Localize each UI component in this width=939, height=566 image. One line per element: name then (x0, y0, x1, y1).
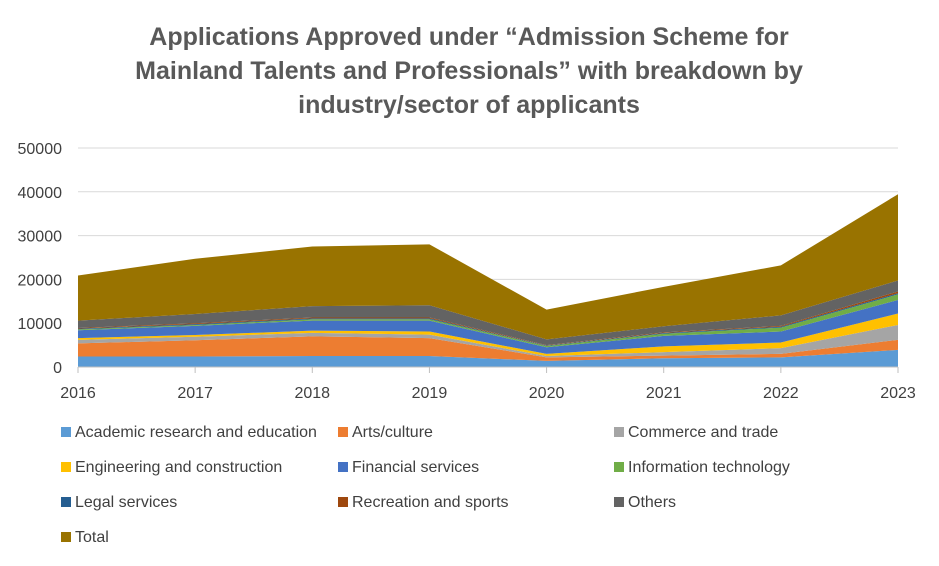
x-tick-label: 2019 (412, 385, 448, 402)
y-tick-label: 50000 (18, 141, 63, 158)
legend-label: Recreation and sports (352, 494, 509, 511)
x-tick-label: 2018 (294, 385, 330, 402)
legend-label: Legal services (75, 494, 177, 511)
legend-item-commerce-and-trade: Commerce and trade (614, 424, 778, 441)
legend-label: Academic research and education (75, 424, 317, 441)
x-tick-label: 2020 (529, 385, 565, 402)
x-tick-label: 2021 (646, 385, 682, 402)
chart-title-line-3: industry/sector of applicants (298, 91, 640, 119)
area-others (78, 280, 898, 346)
legend-item-academic-research-and-education: Academic research and education (61, 424, 317, 441)
y-tick-label: 10000 (18, 316, 63, 333)
legend-item-others: Others (614, 494, 676, 511)
area-engineering-and-construction (78, 313, 898, 357)
legend-swatch (338, 427, 348, 437)
legend-label: Commerce and trade (628, 424, 778, 441)
area-total (78, 194, 898, 340)
y-tick-label: 20000 (18, 272, 63, 289)
legend-swatch (614, 497, 624, 507)
legend-swatch (61, 427, 71, 437)
x-tick-label: 2023 (880, 385, 916, 402)
x-tick-label: 2016 (60, 385, 96, 402)
area-financial-services (78, 299, 898, 354)
legend-item-arts-culture: Arts/culture (338, 424, 433, 441)
area-arts-culture (78, 336, 898, 361)
area-information-technology (78, 294, 898, 348)
legend-item-total: Total (61, 529, 109, 546)
legend-swatch (61, 532, 71, 542)
axes: 0 10000 20000 30000 40000 50000 2016 2017 2018 20… (18, 141, 916, 402)
legend-label: Financial services (352, 459, 479, 476)
x-tick-label: 2022 (763, 385, 799, 402)
legend-label: Information technology (628, 459, 790, 476)
area-academic-research-and-education (78, 349, 898, 367)
legend-label: Others (628, 494, 676, 511)
legend-label: Engineering and construction (75, 459, 282, 476)
legend-swatch (61, 462, 71, 472)
legend: Academic research and education Arts/cult… (61, 424, 790, 546)
legend-swatch (614, 462, 624, 472)
legend-label: Total (75, 529, 109, 546)
legend-swatch (614, 427, 624, 437)
legend-swatch (338, 497, 348, 507)
chart-title: Applications Approved under “Admission S… (135, 23, 803, 119)
legend-label: Arts/culture (352, 424, 433, 441)
y-tick-label: 30000 (18, 229, 63, 246)
legend-item-information-technology: Information technology (614, 459, 790, 476)
y-tick-label: 40000 (18, 185, 63, 202)
legend-item-engineering-and-construction: Engineering and construction (61, 459, 282, 476)
legend-item-financial-services: Financial services (338, 459, 479, 476)
legend-item-recreation-and-sports: Recreation and sports (338, 494, 509, 511)
legend-swatch (338, 462, 348, 472)
plot-area (78, 194, 898, 367)
chart-title-line-1: Applications Approved under “Admission S… (149, 23, 789, 51)
legend-swatch (61, 497, 71, 507)
x-tick-label: 2017 (177, 385, 213, 402)
chart-title-line-2: Mainland Talents and Professionals” with… (135, 57, 803, 85)
y-tick-label: 0 (53, 360, 62, 377)
legend-item-legal-services: Legal services (61, 494, 177, 511)
